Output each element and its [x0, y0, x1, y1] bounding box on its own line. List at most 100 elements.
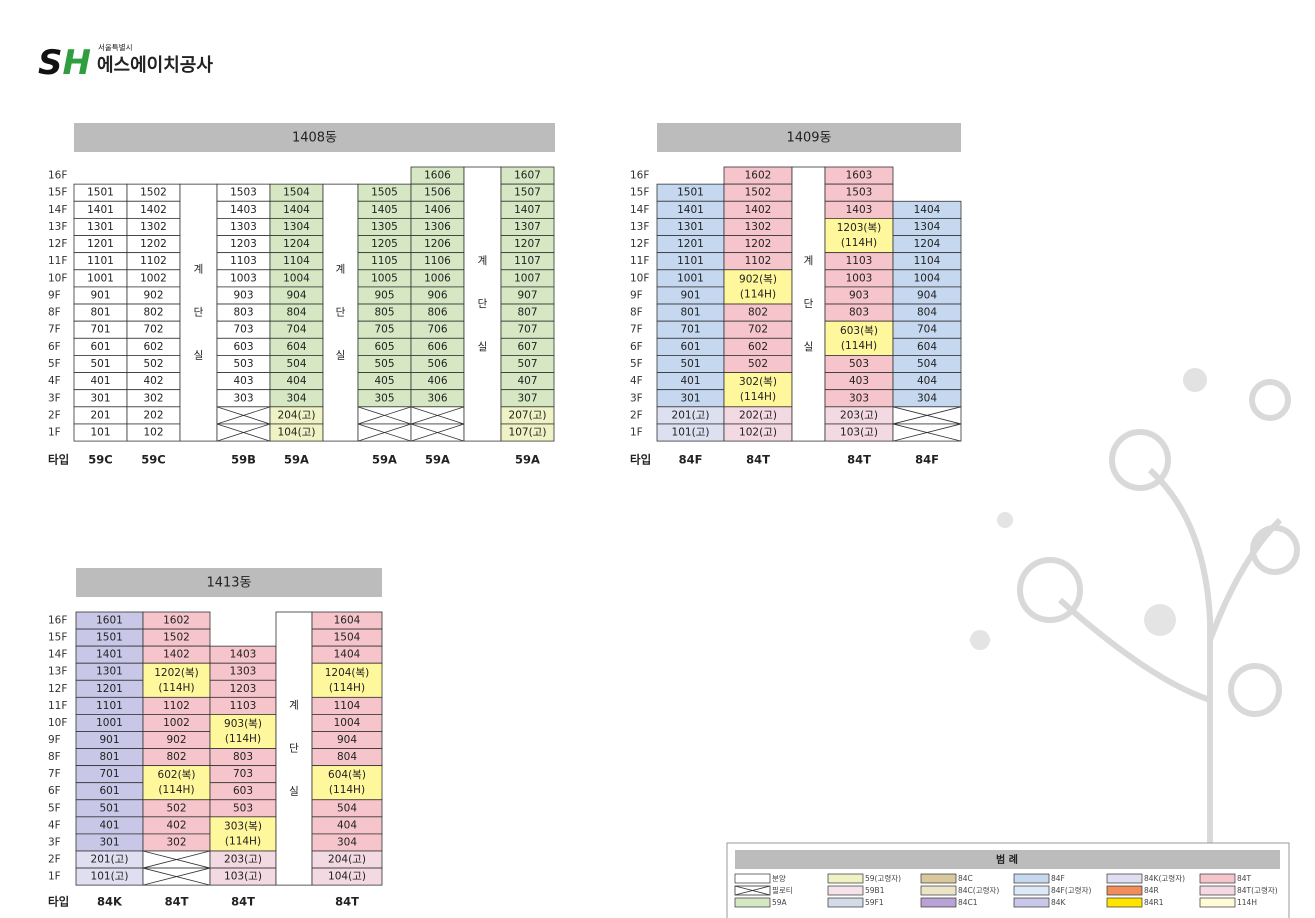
stairwell-label: 단: [336, 307, 346, 319]
unit-label: 304: [286, 392, 306, 404]
unit-label: 406: [427, 375, 447, 387]
floor-label: 9F: [630, 289, 643, 301]
unit-label: 1404: [334, 649, 361, 661]
unit-label: 303(복): [224, 820, 262, 832]
unit-label: 802: [143, 307, 163, 319]
unit-type: 59C: [88, 453, 112, 467]
unit-label: 1001: [677, 272, 704, 284]
unit-label: 1101: [87, 255, 114, 267]
unit-type: 84F: [679, 453, 703, 467]
unit-label: 702: [748, 324, 768, 336]
floor-label: 10F: [630, 272, 649, 284]
unit-label: 604: [286, 341, 306, 353]
unit-label: 401: [90, 375, 110, 387]
unit-label: 203(고): [840, 409, 878, 421]
unit-type: 59A: [284, 453, 309, 467]
unit-label: 1105: [371, 255, 398, 267]
pilotis-cross: [142, 850, 211, 869]
legend-label: 59B1: [865, 886, 885, 895]
unit-label: 803: [233, 307, 253, 319]
legend-swatch: [1106, 885, 1143, 896]
unit-label: 101: [90, 427, 110, 439]
unit-label: 1401: [87, 204, 114, 216]
unit-label: 703: [233, 324, 253, 336]
unit-label: 1204: [914, 238, 941, 250]
unit-label: 806: [427, 307, 447, 319]
unit-label: 903(복): [224, 718, 262, 730]
unit-label: 1506: [424, 187, 451, 199]
pilotis-cross: [216, 423, 271, 442]
unit-label: 1103: [230, 700, 257, 712]
unit-label: 504: [917, 358, 937, 370]
stairwell-label: 단: [194, 307, 204, 319]
type-label: 타입: [48, 453, 69, 467]
unit-label: 601: [90, 341, 110, 353]
logo-mark: SH: [38, 43, 91, 83]
unit-label: 202: [143, 409, 163, 421]
unit-label: 1206: [424, 238, 451, 250]
unit-label: 201: [90, 409, 110, 421]
floor-label: 7F: [630, 324, 643, 336]
unit-label: 703: [233, 768, 253, 780]
unit-label: 1303: [230, 221, 257, 233]
unit-label: 404: [337, 819, 357, 831]
unit-label: 1402: [140, 204, 167, 216]
unit-label: 804: [917, 307, 937, 319]
unit-label: 1602: [745, 170, 772, 182]
unit-type: 84T: [847, 453, 871, 467]
unit-label: 1006: [424, 272, 451, 284]
unit-label: 1104: [334, 700, 361, 712]
stairwell-label: 계: [804, 255, 814, 267]
building-header: [76, 568, 382, 597]
floor-label: 13F: [630, 221, 649, 233]
unit-label: 706: [427, 324, 447, 336]
building: 1413동 16F 15F 14F 13F 12F 11F 10F 9F 8F 7F 6F 5F 4F 3F…: [48, 568, 383, 909]
floor-label: 8F: [630, 307, 643, 319]
unit-label: 1501: [96, 632, 123, 644]
unit-label: 802: [166, 751, 186, 763]
tree-leaf: [1183, 368, 1207, 392]
unit-label: 1401: [677, 204, 704, 216]
unit-label: 905: [374, 289, 394, 301]
building-header: [657, 123, 961, 152]
unit-label: 301: [99, 836, 119, 848]
unit-label: 901: [680, 289, 700, 301]
unit-label: 1301: [87, 221, 114, 233]
floor-label: 8F: [48, 751, 61, 763]
unit-label: 1504: [283, 187, 310, 199]
floor-label: 8F: [48, 307, 61, 319]
unit-label: 104(고): [328, 871, 366, 883]
unit-label: 701: [90, 324, 110, 336]
unit-label: 1604: [334, 615, 361, 627]
unit-label: 1106: [424, 255, 451, 267]
unit-label: 103(고): [224, 871, 262, 883]
unit-label: 301: [680, 392, 700, 404]
legend-swatch: [1199, 897, 1236, 908]
floor-label: 6F: [48, 341, 61, 353]
tree-leaf: [970, 630, 990, 650]
floor-label: 9F: [48, 289, 61, 301]
legend-label: 59(고령자): [865, 874, 901, 883]
tree-trunk: [1147, 467, 1213, 845]
building-title: 1409동: [786, 131, 831, 146]
pilotis-cross: [410, 423, 465, 442]
unit-label: (114H): [158, 682, 194, 694]
legend-swatch: [827, 885, 864, 896]
legend-label: 84T(고령자): [1237, 886, 1278, 895]
logo-s: S: [38, 43, 63, 83]
stairwell: [463, 166, 502, 442]
unit-label: 906: [427, 289, 447, 301]
legend-title: 범 례: [996, 853, 1018, 866]
unit-type: 84T: [231, 895, 255, 909]
floor-label: 6F: [48, 785, 61, 797]
unit-label: 1505: [371, 187, 398, 199]
legend-title-bar: [735, 850, 1280, 869]
floor-label: 15F: [48, 632, 67, 644]
floor-label: 12F: [630, 238, 649, 250]
unit-cell: [311, 662, 383, 698]
legend-label: 84K: [1051, 898, 1067, 907]
unit-label: 1302: [140, 221, 167, 233]
unit-label: 1203: [230, 238, 257, 250]
